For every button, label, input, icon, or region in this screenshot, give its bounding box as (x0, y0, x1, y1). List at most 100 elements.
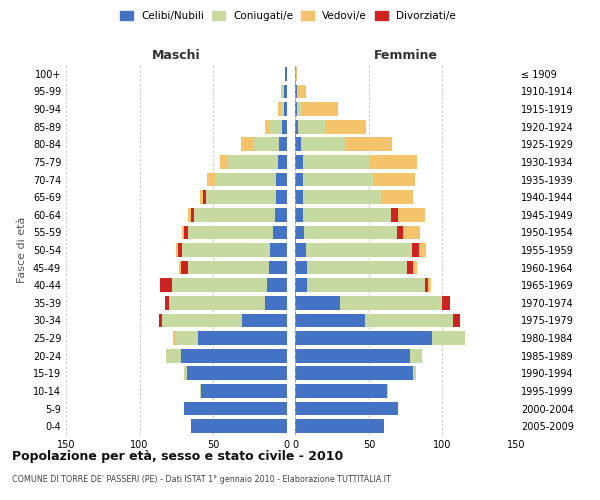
Bar (295, 366, 413, 380)
Bar (295, 120, 298, 134)
Bar (295, 243, 306, 257)
Bar (188, 226, 274, 239)
Bar (295, 208, 303, 222)
Bar (304, 226, 397, 239)
Title: Femmine: Femmine (374, 50, 438, 62)
Bar (412, 243, 419, 257)
Bar (306, 243, 412, 257)
Bar (398, 208, 425, 222)
Bar (182, 226, 184, 239)
Bar (169, 296, 265, 310)
Bar (220, 155, 228, 169)
Bar (187, 366, 287, 380)
Bar (228, 155, 278, 169)
Bar (281, 84, 282, 98)
Bar (200, 190, 203, 204)
Bar (194, 208, 275, 222)
Bar (164, 296, 169, 310)
Bar (191, 420, 287, 433)
Bar (199, 331, 287, 345)
Bar (166, 349, 181, 362)
Bar (297, 102, 301, 116)
Bar (276, 172, 287, 186)
Bar (253, 138, 279, 151)
Bar (176, 331, 199, 345)
Bar (303, 172, 373, 186)
Bar (295, 172, 303, 186)
Bar (282, 84, 284, 98)
Bar (242, 314, 287, 328)
Bar (295, 226, 304, 239)
Text: COMUNE DI TORRE DE' PASSERI (PE) - Dati ISTAT 1° gennaio 2010 - Elaborazione TUT: COMUNE DI TORRE DE' PASSERI (PE) - Dati … (12, 475, 391, 484)
Bar (295, 67, 297, 80)
Bar (184, 226, 188, 239)
Bar (172, 278, 268, 292)
Bar (207, 172, 215, 186)
Bar (428, 278, 431, 292)
Bar (303, 190, 381, 204)
Bar (413, 366, 416, 380)
Bar (453, 314, 460, 328)
Bar (295, 155, 303, 169)
Bar (295, 190, 303, 204)
Bar (307, 260, 407, 274)
Bar (276, 190, 287, 204)
Bar (295, 278, 307, 292)
Bar (432, 331, 464, 345)
Bar (295, 384, 386, 398)
Bar (413, 260, 418, 274)
Bar (278, 155, 287, 169)
Bar (295, 349, 410, 362)
Bar (274, 226, 287, 239)
Bar (265, 296, 287, 310)
Bar (173, 331, 176, 345)
Bar (271, 243, 287, 257)
Bar (179, 260, 181, 274)
Bar (161, 314, 242, 328)
Bar (295, 296, 340, 310)
Bar (410, 349, 422, 362)
Bar (365, 314, 453, 328)
Bar (191, 208, 194, 222)
Bar (184, 402, 287, 415)
Bar (201, 384, 287, 398)
Bar (295, 260, 307, 274)
Bar (303, 155, 369, 169)
Bar (298, 84, 306, 98)
Bar (275, 208, 287, 222)
Bar (301, 102, 338, 116)
Bar (269, 260, 287, 274)
Bar (442, 296, 450, 310)
Bar (158, 314, 161, 328)
Bar (281, 102, 284, 116)
Bar (284, 84, 287, 98)
Bar (307, 278, 425, 292)
Bar (200, 384, 201, 398)
Bar (346, 138, 392, 151)
Bar (295, 420, 383, 433)
Bar (188, 260, 269, 274)
Bar (298, 120, 325, 134)
Bar (295, 314, 365, 328)
Bar (373, 172, 415, 186)
Bar (369, 155, 418, 169)
Bar (295, 331, 432, 345)
Bar (340, 296, 442, 310)
Bar (425, 278, 428, 292)
Bar (278, 102, 281, 116)
Bar (181, 260, 188, 274)
Bar (265, 120, 271, 134)
Bar (285, 67, 287, 80)
Bar (391, 208, 398, 222)
Bar (206, 190, 276, 204)
Bar (397, 226, 403, 239)
Bar (181, 349, 287, 362)
Bar (184, 366, 187, 380)
Y-axis label: Fasce di età: Fasce di età (17, 217, 27, 283)
Bar (241, 138, 253, 151)
Bar (386, 384, 388, 398)
Bar (182, 243, 271, 257)
Bar (419, 243, 426, 257)
Bar (297, 84, 298, 98)
Bar (403, 226, 421, 239)
